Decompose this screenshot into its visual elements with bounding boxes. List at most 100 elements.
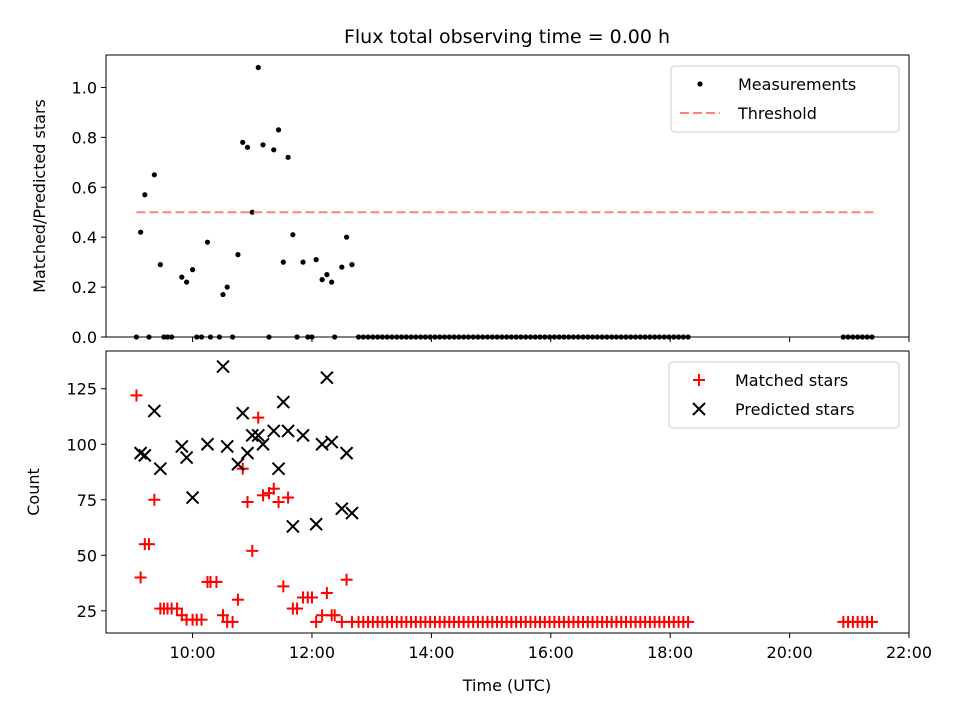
predicted-stars-point (320, 370, 334, 385)
measurements-point (589, 334, 596, 340)
measurements-point (504, 334, 510, 340)
predicted-stars-point (236, 406, 250, 420)
legend-predicted-label: Predicted stars (735, 400, 855, 419)
bottom-y-tick-label: 50 (77, 546, 97, 565)
matched-stars-point (865, 615, 878, 628)
measurements-point (513, 334, 519, 340)
measurements-point (394, 334, 400, 340)
measurements-point (585, 334, 591, 340)
measurements-point (151, 172, 157, 178)
measurements-point (142, 192, 148, 198)
measurements-point (339, 264, 345, 270)
measurements-point (632, 334, 639, 340)
predicted-stars-point (147, 404, 162, 418)
bottom-x-ticks: 10:00 12:00 14:00 16:00 18:00 20:00 22:00 (170, 633, 932, 662)
measurements-point (280, 259, 286, 265)
predicted-stars-point (309, 517, 323, 531)
predicted-stars-point (138, 448, 152, 463)
measurements-point (240, 139, 246, 145)
predicted-stars-point-b (175, 439, 189, 454)
measurements-point (290, 232, 296, 238)
predicted-stars-point-b (216, 359, 230, 374)
measurements-point (675, 334, 682, 340)
matched-stars-point (328, 609, 341, 622)
measurements-point (249, 209, 255, 215)
bottom-series (130, 359, 878, 628)
predicted-stars-point (200, 437, 215, 451)
matched-stars-point (130, 389, 143, 402)
bottom-y-axis-label: Count (24, 468, 43, 516)
measurements-point (375, 334, 381, 340)
measurements-point (224, 284, 230, 290)
matched-stars-point (195, 613, 208, 626)
predicted-stars-point-b (236, 406, 250, 420)
measurements-point (551, 334, 557, 340)
measurements-point (161, 334, 167, 340)
measurements-point (349, 262, 355, 268)
measurements-point (661, 334, 667, 340)
measurements-point (398, 334, 405, 340)
measurements-point (437, 334, 443, 340)
measurements-point (556, 334, 562, 340)
measurements-point (609, 334, 615, 340)
measurements-point (355, 334, 362, 340)
measurements-point (523, 334, 529, 340)
measurements-point (475, 334, 481, 340)
predicted-stars-point (286, 519, 300, 534)
measurements-point (422, 334, 429, 340)
measurements-point (389, 334, 395, 340)
top-y-tick-label: 0.0 (72, 328, 97, 347)
matched-stars-point (291, 602, 304, 615)
predicted-stars-point (339, 446, 354, 460)
predicted-stars-point (296, 428, 310, 443)
measurements-point (685, 334, 691, 340)
measurements-point (157, 262, 163, 268)
measurements-point (255, 64, 261, 71)
matched-stars-point (272, 495, 285, 508)
measurements-point (527, 334, 534, 340)
measurements-point (329, 279, 335, 285)
measurements-point (198, 334, 205, 340)
predicted-stars-point-b (245, 428, 259, 443)
measurements-point (294, 334, 300, 340)
x-tick-label: 10:00 (170, 643, 216, 662)
measurements-point (305, 334, 311, 340)
measurements-point (300, 259, 306, 265)
x-tick-label: 12:00 (289, 643, 335, 662)
measurements-point (570, 334, 577, 340)
predicted-stars-point-b (276, 395, 291, 409)
predicted-stars-point (231, 457, 245, 471)
matched-stars-point (310, 615, 323, 628)
measurements-point (183, 279, 190, 285)
measurements-point (275, 127, 282, 133)
top-y-tick-label: 0.4 (72, 228, 97, 247)
measurements-point (840, 334, 846, 340)
measurements-point (266, 334, 272, 340)
predicted-stars-point-b (251, 428, 265, 443)
measurements-point (850, 334, 856, 340)
measurements-point (229, 334, 236, 340)
measurements-point (537, 334, 543, 340)
x-tick-label: 22:00 (886, 643, 932, 662)
measurements-point (859, 334, 866, 340)
legend-matched-label: Matched stars (735, 371, 848, 390)
measurements-point (360, 334, 366, 340)
measurements-point (489, 334, 495, 340)
matched-stars-point (171, 602, 184, 615)
predicted-stars-point (251, 428, 265, 443)
measurements-point (532, 334, 538, 340)
measurements-point (379, 334, 386, 340)
predicted-stars-point (335, 501, 349, 516)
predicted-stars-point-b (153, 461, 168, 476)
bottom-y-ticks: 25 50 75 100 125 (66, 380, 106, 621)
predicted-stars-point (240, 446, 255, 460)
measurements-point (271, 147, 277, 153)
top-series (133, 64, 877, 340)
bottom-y-tick-label: 125 (66, 380, 97, 399)
predicted-stars-point-b (267, 424, 281, 438)
matched-stars-point (340, 573, 353, 586)
measurements-point (164, 334, 171, 340)
matched-stars-point (252, 411, 265, 424)
predicted-stars-point-b (335, 501, 349, 516)
measurements-point (465, 334, 471, 340)
